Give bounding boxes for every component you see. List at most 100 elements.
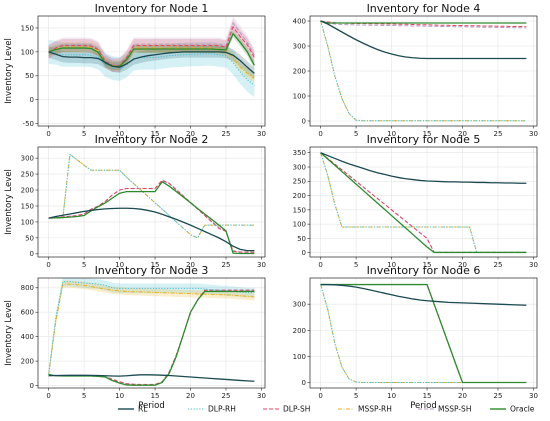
x-tick-label: 30 xyxy=(257,261,266,269)
x-tick-label: 10 xyxy=(387,130,396,138)
y-tick-label: 600 xyxy=(21,309,34,317)
x-tick-label: 5 xyxy=(82,130,86,138)
y-tick-label: 200 xyxy=(293,192,306,200)
axes-frame xyxy=(309,277,538,389)
x-tick-label: 30 xyxy=(257,392,266,400)
y-axis-label: Inventory Level xyxy=(4,169,14,235)
panel-4: 0 5 10 15 20 25 30050100150200250300350Invento… xyxy=(293,133,538,269)
legend-label-mssp-rh: MSSP-RH xyxy=(358,405,392,414)
y-tick-label: 0 xyxy=(30,96,34,104)
x-tick-label: 20 xyxy=(186,261,195,269)
y-tick-label: 400 xyxy=(293,17,306,25)
series-line-rl xyxy=(320,152,527,184)
series-line-dlp-rh xyxy=(320,152,527,253)
series-line-mssp-sh xyxy=(320,152,527,253)
plot-area xyxy=(320,20,527,122)
axes-frame xyxy=(37,277,266,389)
panel-title: Inventory for Node 2 xyxy=(95,133,209,146)
panel-title: Inventory for Node 6 xyxy=(367,264,481,277)
x-tick-label: 10 xyxy=(387,392,396,400)
y-tick-label: 300 xyxy=(293,301,306,309)
y-tick-label: 350 xyxy=(293,149,306,157)
y-tick-label: 400 xyxy=(21,333,34,341)
series-line-dlp-rh xyxy=(320,20,527,122)
x-tick-label: 5 xyxy=(354,130,358,138)
x-tick-label: 10 xyxy=(115,261,124,269)
x-tick-label: 15 xyxy=(151,130,160,138)
series-line-oracle xyxy=(48,180,255,255)
x-tick-label: 20 xyxy=(458,261,467,269)
x-tick-label: 15 xyxy=(423,261,432,269)
legend-label-rl: RL xyxy=(138,405,148,414)
y-axis-label: Inventory Level xyxy=(4,38,14,104)
series-line-mssp-rh xyxy=(48,46,255,79)
y-tick-label: 50 xyxy=(25,72,34,80)
x-tick-label: 15 xyxy=(151,392,160,400)
x-tick-label: 15 xyxy=(423,130,432,138)
series-line-mssp-rh xyxy=(48,153,255,239)
panel-3: 0 5 10 15 20 25 30050100150200250300Inventory … xyxy=(4,133,266,269)
series-line-mssp-sh xyxy=(320,20,527,29)
y-tick-label: 200 xyxy=(21,358,34,366)
plot-area xyxy=(48,153,255,255)
y-tick-label: 0 xyxy=(302,379,306,387)
y-tick-label: 250 xyxy=(21,171,34,179)
series-line-oracle xyxy=(320,283,527,384)
series-line-dlp-sh xyxy=(48,25,255,66)
y-tick-label: 100 xyxy=(293,92,306,100)
y-tick-label: 250 xyxy=(293,178,306,186)
x-axis-label: Period xyxy=(138,401,165,411)
axes-frame xyxy=(309,146,538,258)
x-tick-label: 5 xyxy=(82,261,86,269)
x-tick-label: 0 xyxy=(46,130,50,138)
panel-title: Inventory for Node 5 xyxy=(367,133,481,146)
x-tick-label: 10 xyxy=(115,130,124,138)
x-tick-label: 5 xyxy=(354,261,358,269)
series-line-oracle xyxy=(320,20,527,24)
y-tick-label: 100 xyxy=(293,221,306,229)
y-tick-label: 300 xyxy=(293,163,306,171)
x-tick-label: 25 xyxy=(222,392,231,400)
y-tick-label: 150 xyxy=(21,24,34,32)
x-tick-label: 25 xyxy=(494,130,503,138)
series-line-rl xyxy=(320,283,527,306)
x-tick-label: 0 xyxy=(318,130,322,138)
y-tick-label: 0 xyxy=(30,250,34,258)
y-tick-label: 0 xyxy=(302,117,306,125)
plot-area xyxy=(48,278,255,386)
band-mssp-sh xyxy=(48,16,255,71)
x-tick-label: 20 xyxy=(186,392,195,400)
y-tick-label: 200 xyxy=(21,186,34,194)
series-line-dlp-sh xyxy=(320,20,527,28)
y-tick-label: 200 xyxy=(293,67,306,75)
y-tick-label: 50 xyxy=(25,234,34,242)
series-line-dlp-sh xyxy=(320,152,527,253)
y-tick-label: 100 xyxy=(21,48,34,56)
x-tick-label: 30 xyxy=(257,130,266,138)
x-tick-label: 25 xyxy=(494,392,503,400)
series-line-mssp-sh xyxy=(48,22,255,65)
x-tick-label: 5 xyxy=(354,392,358,400)
x-tick-label: 25 xyxy=(222,130,231,138)
x-tick-label: 10 xyxy=(115,392,124,400)
series-line-dlp-sh xyxy=(48,289,255,386)
x-tick-label: 15 xyxy=(423,392,432,400)
axes-frame xyxy=(37,146,266,258)
series-line-rl xyxy=(48,374,255,382)
series-line-dlp-rh xyxy=(48,153,255,239)
series-line-rl xyxy=(48,51,255,74)
x-tick-label: 30 xyxy=(529,261,538,269)
y-tick-label: 300 xyxy=(21,155,34,163)
series-line-rl xyxy=(320,20,527,60)
series-line-dlp-rh xyxy=(320,284,527,383)
legend-label-dlp-rh: DLP-RH xyxy=(208,405,236,414)
series-line-mssp-rh xyxy=(48,283,255,375)
legend-label-dlp-sh: DLP-SH xyxy=(283,405,310,414)
x-tick-label: 30 xyxy=(529,130,538,138)
x-tick-label: 25 xyxy=(494,261,503,269)
band-mssp-rh xyxy=(48,280,255,379)
legend-label-oracle: Oracle xyxy=(510,405,535,414)
